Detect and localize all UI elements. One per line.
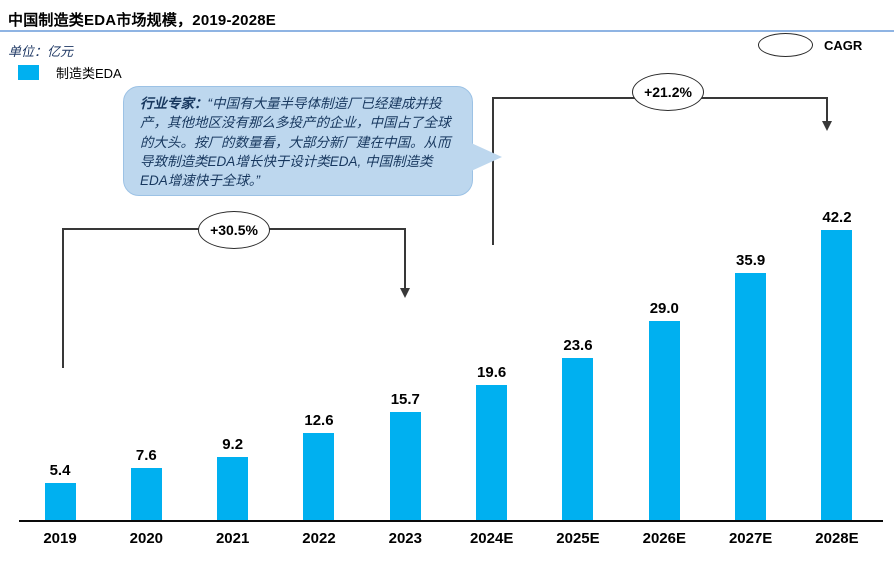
legend-swatch [18,65,39,80]
x-axis-label: 2027E [728,530,773,547]
bar-value-label: 29.0 [649,299,679,317]
cagr-value: +21.2% [644,84,692,100]
x-axis-label: 2022 [302,530,336,547]
cagr-oval: +30.5% [198,211,270,249]
bar-column: 42.2 [794,209,880,520]
bar-value-label: 19.6 [477,364,507,382]
bracket-right-line [404,228,406,290]
bar-column: 29.0 [621,300,707,520]
bar-value-label: 5.4 [49,461,71,479]
x-axis-label: 2028E [815,530,859,547]
x-axis-label: 2021 [215,530,250,547]
bar [648,320,680,520]
bracket-left-line [62,228,64,368]
legend-series-label: 制造类EDA [56,66,122,81]
bar-column: 12.6 [276,412,362,520]
page-title: 中国制造类EDA市场规模，2019-2028E [8,12,277,29]
bar-value-label: 9.2 [222,435,244,453]
cagr-legend-oval-icon [758,33,813,57]
bar-column: 19.6 [449,364,535,520]
speech-bubble-tail-icon [469,142,502,172]
x-axis-label: 2020 [129,530,164,547]
bar [303,433,335,520]
bar-value-label: 42.2 [822,209,852,226]
bar [217,456,249,520]
bar [44,482,76,520]
bar-column: 7.6 [103,447,189,520]
x-axis-label: 2024E [469,530,514,547]
bar [476,385,508,520]
bar-column: 15.7 [362,391,448,520]
bar-value-label: 15.7 [390,391,420,409]
x-axis-label: 2026E [642,530,686,547]
bar [562,357,594,520]
arrow-down-icon [822,121,832,131]
bar [130,467,162,520]
expert-note-quote: “中国有大量半导体制造厂已经建成并投产，其他地区没有那么多投产的企业，中国占了全… [140,96,451,189]
x-axis-line [19,520,883,522]
bar-column: 5.4 [17,462,103,520]
bar-column: 35.9 [708,252,794,520]
unit-label: 单位：亿元 [8,44,74,59]
cagr-legend-label: CAGR [824,38,863,53]
bar-value-label: 12.6 [304,412,334,430]
bar-column: 9.2 [190,436,276,520]
bar [821,230,853,520]
expert-note-bubble: 行业专家：“中国有大量半导体制造厂已经建成并投产，其他地区没有那么多投产的企业，… [123,86,473,196]
cagr-oval: +21.2% [632,73,704,111]
arrow-down-icon [400,288,410,298]
legend: 制造类EDA [18,63,122,82]
expert-note-speaker: 行业专家： [140,96,208,111]
bar-column: 23.6 [535,337,621,520]
bar [735,273,767,520]
x-axis-label: 2023 [388,530,422,547]
cagr-value: +30.5% [210,222,258,238]
bar-value-label: 7.6 [135,446,157,464]
x-axis-label: 2019 [43,530,77,547]
bar-value-label: 23.6 [563,336,593,354]
title-underline [0,30,894,32]
x-axis-label: 2025E [556,530,600,547]
bracket-right-line [826,97,828,123]
bar-value-label: 35.9 [736,252,766,270]
bar [389,412,421,520]
